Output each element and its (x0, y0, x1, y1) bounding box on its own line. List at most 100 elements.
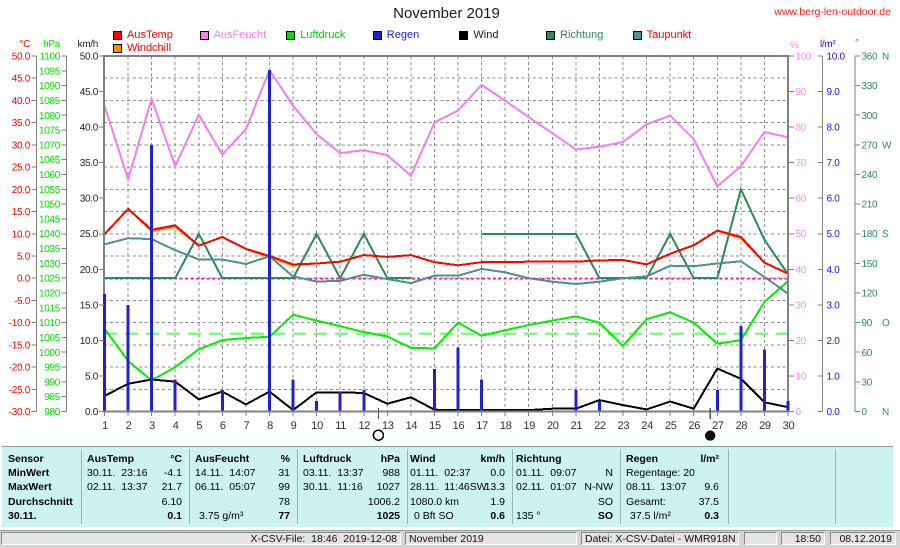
svg-text:45.0: 45.0 (12, 74, 31, 85)
svg-text:40: 40 (796, 265, 807, 276)
svg-text:1085: 1085 (39, 96, 61, 107)
svg-text:16: 16 (453, 420, 465, 432)
svg-text:W: W (882, 140, 892, 151)
svg-text:23: 23 (618, 420, 630, 432)
svg-text:1040: 1040 (39, 229, 61, 240)
svg-text:15.0: 15.0 (12, 207, 31, 218)
svg-text:3: 3 (149, 420, 155, 432)
svg-text:4: 4 (173, 420, 179, 432)
svg-text:12: 12 (358, 420, 370, 432)
svg-text:-25.0: -25.0 (9, 385, 31, 396)
svg-text:18: 18 (500, 420, 512, 432)
svg-text:1025: 1025 (39, 274, 61, 285)
svg-text:30: 30 (796, 300, 807, 311)
svg-text:985: 985 (44, 392, 61, 403)
svg-text:1045: 1045 (39, 214, 61, 225)
svg-text:-30.0: -30.0 (9, 407, 31, 418)
svg-text:21: 21 (571, 420, 583, 432)
svg-text:30: 30 (783, 420, 795, 432)
svg-text:100: 100 (796, 52, 813, 63)
svg-text:-10.0: -10.0 (9, 318, 31, 329)
svg-text:70: 70 (796, 158, 807, 169)
svg-text:90: 90 (796, 87, 807, 98)
svg-text:28: 28 (736, 420, 748, 432)
svg-text:29: 29 (759, 420, 771, 432)
svg-text:N: N (882, 52, 889, 63)
svg-text:1: 1 (102, 420, 108, 432)
svg-text:-15.0: -15.0 (9, 340, 31, 351)
svg-text:0: 0 (796, 407, 802, 418)
svg-text:9: 9 (291, 420, 297, 432)
svg-text:19: 19 (523, 420, 535, 432)
svg-text:17: 17 (476, 420, 488, 432)
svg-text:1000: 1000 (39, 348, 61, 359)
svg-text:7.0: 7.0 (827, 158, 841, 169)
svg-text:50.0: 50.0 (80, 52, 99, 63)
svg-text:2: 2 (126, 420, 132, 432)
svg-text:5.0: 5.0 (17, 252, 31, 263)
svg-text:270: 270 (862, 140, 879, 151)
svg-text:1035: 1035 (39, 244, 61, 255)
svg-text:O: O (882, 318, 890, 329)
svg-text:1030: 1030 (39, 259, 61, 270)
svg-text:20.0: 20.0 (12, 185, 31, 196)
svg-text:20: 20 (796, 336, 807, 347)
svg-text:25.0: 25.0 (12, 163, 31, 174)
svg-text:210: 210 (862, 200, 879, 211)
svg-text:10.0: 10.0 (80, 336, 99, 347)
svg-text:80: 80 (796, 123, 807, 134)
svg-text:11: 11 (335, 420, 346, 432)
svg-text:50.0: 50.0 (12, 52, 31, 63)
svg-text:-20.0: -20.0 (9, 363, 31, 374)
svg-text:330: 330 (862, 81, 879, 92)
svg-text:995: 995 (44, 363, 61, 374)
svg-text:300: 300 (862, 111, 879, 122)
svg-text:60: 60 (862, 348, 873, 359)
svg-text:1080: 1080 (39, 111, 61, 122)
svg-text:N: N (882, 407, 889, 418)
svg-text:30.0: 30.0 (12, 140, 31, 151)
svg-text:-5.0: -5.0 (14, 296, 31, 307)
svg-text:120: 120 (862, 289, 879, 300)
svg-text:1005: 1005 (39, 333, 61, 344)
svg-text:50: 50 (796, 229, 807, 240)
svg-text:26: 26 (688, 420, 700, 432)
svg-text:1055: 1055 (39, 185, 61, 196)
svg-text:7: 7 (243, 420, 249, 432)
svg-text:5: 5 (196, 420, 202, 432)
svg-text:980: 980 (44, 407, 61, 418)
svg-text:60: 60 (796, 194, 807, 205)
svg-text:8.0: 8.0 (827, 123, 841, 134)
svg-text:0.0: 0.0 (827, 407, 841, 418)
svg-text:5.0: 5.0 (827, 229, 841, 240)
svg-text:0.0: 0.0 (17, 274, 31, 285)
svg-text:45.0: 45.0 (80, 87, 99, 98)
svg-text:10: 10 (796, 371, 807, 382)
svg-text:14: 14 (406, 420, 418, 432)
svg-text:25.0: 25.0 (80, 229, 99, 240)
svg-text:15: 15 (429, 420, 441, 432)
svg-text:35.0: 35.0 (80, 158, 99, 169)
svg-text:20.0: 20.0 (80, 265, 99, 276)
svg-text:hPa: hPa (43, 39, 61, 50)
svg-text:1010: 1010 (39, 318, 61, 329)
svg-text:10.0: 10.0 (12, 229, 31, 240)
svg-text:180: 180 (862, 229, 879, 240)
svg-text:°: ° (855, 38, 859, 49)
svg-text:8: 8 (267, 420, 273, 432)
svg-text:°C: °C (19, 39, 30, 50)
svg-text:13: 13 (382, 420, 394, 432)
svg-text:20: 20 (547, 420, 559, 432)
svg-text:S: S (882, 229, 889, 240)
svg-text:6.0: 6.0 (827, 194, 841, 205)
svg-text:27: 27 (712, 420, 724, 432)
svg-text:24: 24 (641, 420, 653, 432)
svg-text:30.0: 30.0 (80, 194, 99, 205)
svg-text:1050: 1050 (39, 200, 61, 211)
svg-text:1095: 1095 (39, 66, 61, 77)
svg-text:km/h: km/h (78, 39, 98, 50)
svg-text:1070: 1070 (39, 140, 61, 151)
svg-text:2.0: 2.0 (827, 336, 841, 347)
svg-text:1015: 1015 (39, 303, 61, 314)
svg-text:240: 240 (862, 170, 879, 181)
